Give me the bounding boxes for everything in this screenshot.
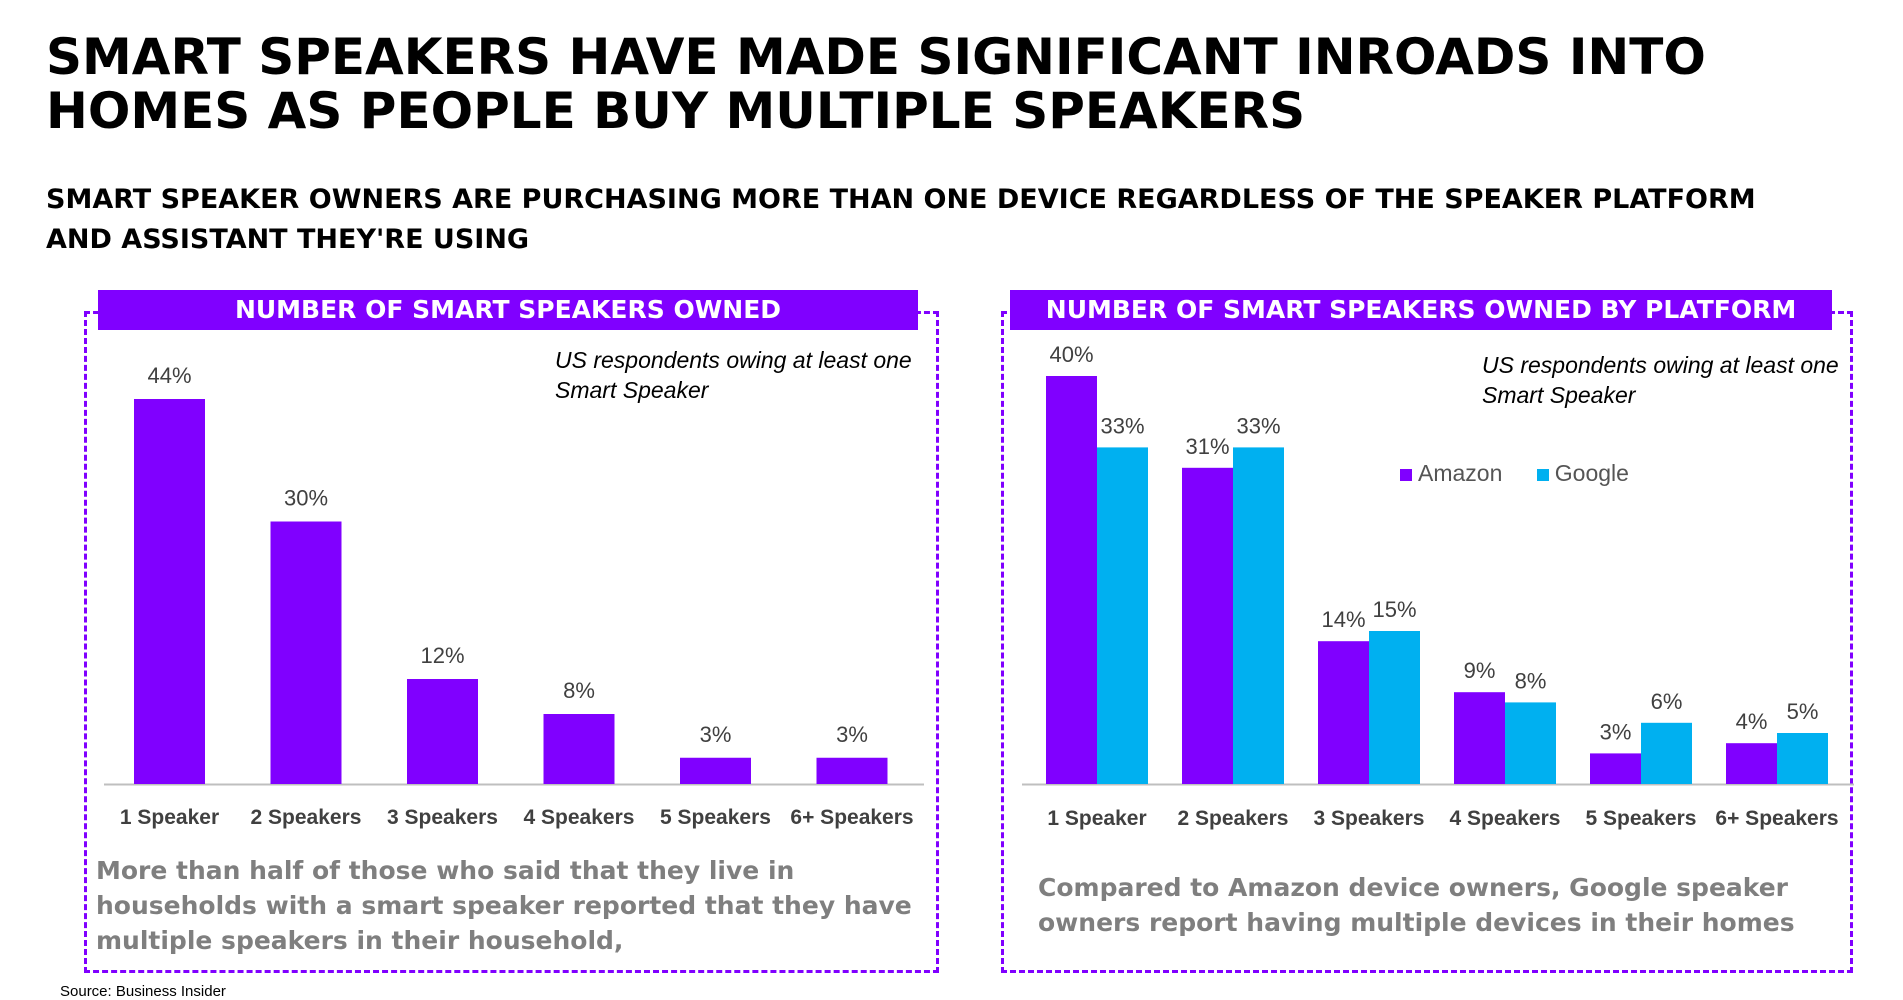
legend-item-google: Google [1536, 460, 1629, 486]
google-swatch [1536, 468, 1549, 481]
left-bar-label: 12% [420, 643, 464, 668]
right-chart-caption: Compared to Amazon device owners, Google… [1038, 873, 1795, 937]
left-chart-header: NUMBER OF SMART SPEAKERS OWNED [98, 290, 918, 330]
right-bar-amazon [1182, 467, 1233, 784]
left-category-label: 1 Speaker [120, 806, 219, 829]
amazon-swatch [1400, 468, 1412, 481]
left-bar-chart: 44% 1 Speaker 30% 2 Speakers 12% 3 Speakers 8%… [104, 363, 924, 829]
left-bar [816, 757, 888, 784]
right-bar-label: 14% [1321, 607, 1365, 632]
right-bar-label: 31% [1185, 434, 1229, 459]
legend-label-google: Google [1554, 460, 1629, 486]
right-grouped-bar-chart: 40% 33% 1 Speaker 31% 33% 2 Speakers 14% 15% 3 S… [1022, 342, 1854, 830]
right-chart-legend: Amazon Google [1400, 460, 1657, 487]
right-chart-note: US respondents owing at least one Smart … [1482, 352, 1839, 408]
right-bar-google [1505, 702, 1556, 784]
right-bar-label: 8% [1515, 668, 1547, 693]
right-category-label: 6+ Speakers [1715, 807, 1838, 830]
legend-label-amazon: Amazon [1418, 460, 1503, 486]
left-bar-label: 3% [700, 722, 732, 747]
left-category-label: 4 Speakers [524, 806, 635, 829]
right-bar-label: 3% [1600, 719, 1632, 744]
right-bar-google [1369, 631, 1420, 784]
right-bar-amazon [1726, 743, 1777, 784]
right-bar-google [1233, 447, 1284, 784]
right-category-label: 1 Speaker [1047, 807, 1146, 830]
right-category-label: 2 Speakers [1178, 807, 1289, 830]
right-category-label: 5 Speakers [1586, 807, 1697, 830]
left-bar-label: 30% [284, 486, 328, 511]
left-bar [543, 714, 615, 784]
right-bar-google [1777, 733, 1828, 784]
left-category-label: 3 Speakers [387, 806, 498, 829]
right-bar-label: 33% [1236, 413, 1280, 438]
left-bar [680, 757, 751, 784]
right-bar-google [1097, 447, 1148, 784]
right-bar-google [1641, 722, 1692, 784]
left-bar-label: 44% [147, 363, 191, 388]
right-bar-label: 9% [1464, 658, 1496, 683]
left-bar-label: 8% [563, 678, 595, 703]
right-bar-amazon [1590, 753, 1641, 784]
left-bar [134, 399, 205, 784]
right-bar-label: 4% [1736, 709, 1768, 734]
left-bar [270, 521, 342, 784]
left-category-label: 6+ Speakers [790, 806, 913, 829]
right-bar-label: 15% [1372, 597, 1416, 622]
right-category-label: 4 Speakers [1450, 807, 1561, 830]
source-note: Source: Business Insider [60, 983, 226, 1000]
right-bar-label: 5% [1787, 699, 1819, 724]
right-bar-label: 6% [1651, 689, 1683, 714]
left-chart-caption: More than half of those who said that th… [96, 856, 912, 955]
page-title: SMART SPEAKERS HAVE MADE SIGNIFICANT INR… [46, 28, 1706, 140]
right-chart-header: NUMBER OF SMART SPEAKERS OWNED BY PLATFO… [1010, 290, 1832, 330]
left-bar-label: 3% [836, 722, 868, 747]
left-category-label: 2 Speakers [251, 806, 362, 829]
right-category-label: 3 Speakers [1314, 807, 1425, 830]
right-bar-label: 33% [1100, 413, 1144, 438]
right-bar-amazon [1454, 692, 1505, 784]
right-bar-amazon [1318, 641, 1369, 784]
right-bar-label: 40% [1049, 342, 1093, 367]
right-bar-amazon [1046, 376, 1097, 784]
left-chart-note: US respondents owing at least one Smart … [555, 347, 912, 403]
page-subtitle: SMART SPEAKER OWNERS ARE PURCHASING MORE… [46, 184, 1756, 255]
legend-item-amazon: Amazon [1400, 460, 1502, 486]
left-bar [407, 679, 478, 784]
left-category-label: 5 Speakers [660, 806, 771, 829]
